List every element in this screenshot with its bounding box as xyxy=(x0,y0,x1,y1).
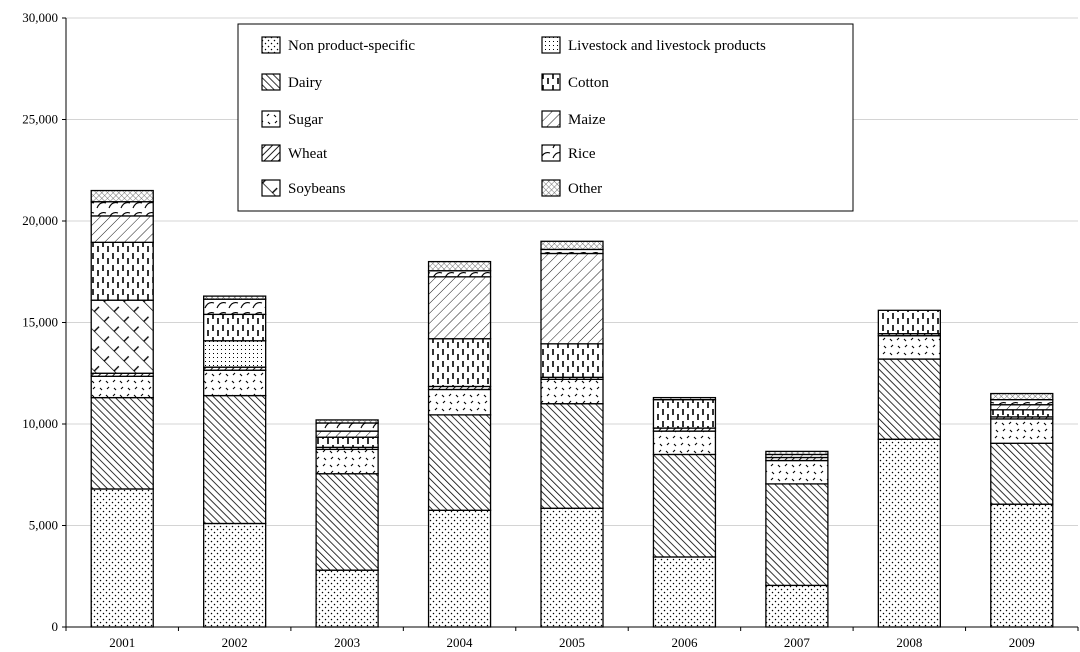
x-tick-label: 2006 xyxy=(671,635,698,650)
bar-segment xyxy=(315,430,379,438)
legend-label: Cotton xyxy=(568,75,609,91)
bar-segment xyxy=(203,298,267,316)
x-tick-label: 2002 xyxy=(222,635,248,650)
legend-swatch xyxy=(261,73,281,91)
legend-label: Livestock and livestock products xyxy=(568,38,766,54)
bar-segment xyxy=(765,459,829,485)
y-tick-label: 30,000 xyxy=(22,10,58,25)
legend-swatch xyxy=(261,179,281,197)
bar-segment xyxy=(765,483,829,587)
bar-segment xyxy=(203,394,267,525)
bar-segment xyxy=(427,276,492,340)
bar-segment xyxy=(652,430,717,456)
bar-segment xyxy=(90,215,154,243)
legend-swatch xyxy=(541,144,561,162)
bar-segment xyxy=(765,450,829,456)
bar-segment xyxy=(203,369,267,397)
bar-segment xyxy=(990,442,1054,505)
bar-segment xyxy=(877,309,941,335)
bar-segment xyxy=(315,448,379,475)
bar-segment xyxy=(315,422,379,432)
bar-segment xyxy=(90,189,154,203)
bar-segment xyxy=(877,358,941,440)
bar-segment xyxy=(765,584,829,628)
legend-swatch xyxy=(541,73,561,91)
bar-segment xyxy=(427,509,492,628)
bar-segment xyxy=(652,398,717,429)
x-tick-label: 2008 xyxy=(896,635,922,650)
bar-segment xyxy=(427,270,492,278)
legend-label: Non product-specific xyxy=(288,38,415,54)
y-tick-label: 0 xyxy=(52,619,59,634)
bar-segment xyxy=(315,569,379,628)
bar-segment xyxy=(877,335,941,360)
bar-segment xyxy=(203,295,267,300)
bar-segment xyxy=(427,388,492,416)
bar-segment xyxy=(315,419,379,424)
x-tick-label: 2003 xyxy=(334,635,360,650)
bar-segment xyxy=(990,404,1054,411)
bar-segment xyxy=(90,299,154,374)
bar-segment xyxy=(877,438,941,628)
y-axis-ticks: 0 5,000 10,000 15,000 20,000 25,000 30,000 xyxy=(22,10,66,634)
x-tick-label: 2001 xyxy=(109,635,135,650)
legend-label: Maize xyxy=(568,112,606,128)
bar-segment xyxy=(203,522,267,628)
y-tick-label: 10,000 xyxy=(22,416,58,431)
legend-label: Soybeans xyxy=(288,181,346,197)
legend-swatch xyxy=(541,179,561,197)
bar-segment xyxy=(203,313,267,342)
bar-segment xyxy=(427,414,492,511)
legend-label: Sugar xyxy=(288,112,323,128)
bar-segment xyxy=(90,488,154,628)
legend-label: Wheat xyxy=(288,146,328,162)
bar-segment xyxy=(652,396,717,401)
legend-swatch xyxy=(541,36,561,54)
bar-segment xyxy=(540,252,604,345)
bar-segment xyxy=(540,378,604,405)
legend-label: Dairy xyxy=(288,75,323,91)
legend-label: Other xyxy=(568,181,602,197)
y-tick-label: 5,000 xyxy=(29,518,58,533)
legend: Non product-specific Dairy Sugar Wheat Soybe… xyxy=(237,23,854,212)
x-axis-ticks: 2001 2002 2003 2004 2005 2006 2007 2008 2009 xyxy=(65,627,1079,650)
legend-swatch xyxy=(261,110,281,128)
bar-segment xyxy=(540,507,604,628)
legend-swatch xyxy=(261,144,281,162)
bar-segment xyxy=(540,240,604,251)
bar-segment xyxy=(990,503,1054,628)
bar-segment xyxy=(652,556,717,628)
bar-segment xyxy=(990,418,1054,444)
bar-segment xyxy=(540,403,604,509)
bar-segment xyxy=(90,241,154,301)
bar-segment xyxy=(90,375,154,399)
bar-segment xyxy=(315,473,379,571)
bar-segment xyxy=(990,392,1054,401)
x-tick-label: 2004 xyxy=(447,635,474,650)
bar-segment xyxy=(427,338,492,388)
bars xyxy=(90,189,1054,628)
x-tick-label: 2005 xyxy=(559,635,585,650)
legend-label: Rice xyxy=(568,146,596,162)
bar-segment xyxy=(990,398,1054,406)
bar-segment xyxy=(652,453,717,558)
y-tick-label: 25,000 xyxy=(22,112,58,127)
y-tick-label: 20,000 xyxy=(22,213,58,228)
bar-segment xyxy=(427,260,492,272)
bar-segment xyxy=(315,436,379,448)
legend-swatch xyxy=(261,36,281,54)
bar-segment xyxy=(203,340,267,368)
x-tick-label: 2009 xyxy=(1009,635,1035,650)
bar-segment xyxy=(90,396,154,490)
bar-segment xyxy=(540,343,604,378)
bar-segment xyxy=(990,409,1054,418)
legend-swatch xyxy=(541,110,561,128)
x-tick-label: 2007 xyxy=(784,635,811,650)
y-tick-label: 15,000 xyxy=(22,315,58,330)
bar-segment xyxy=(90,201,154,217)
